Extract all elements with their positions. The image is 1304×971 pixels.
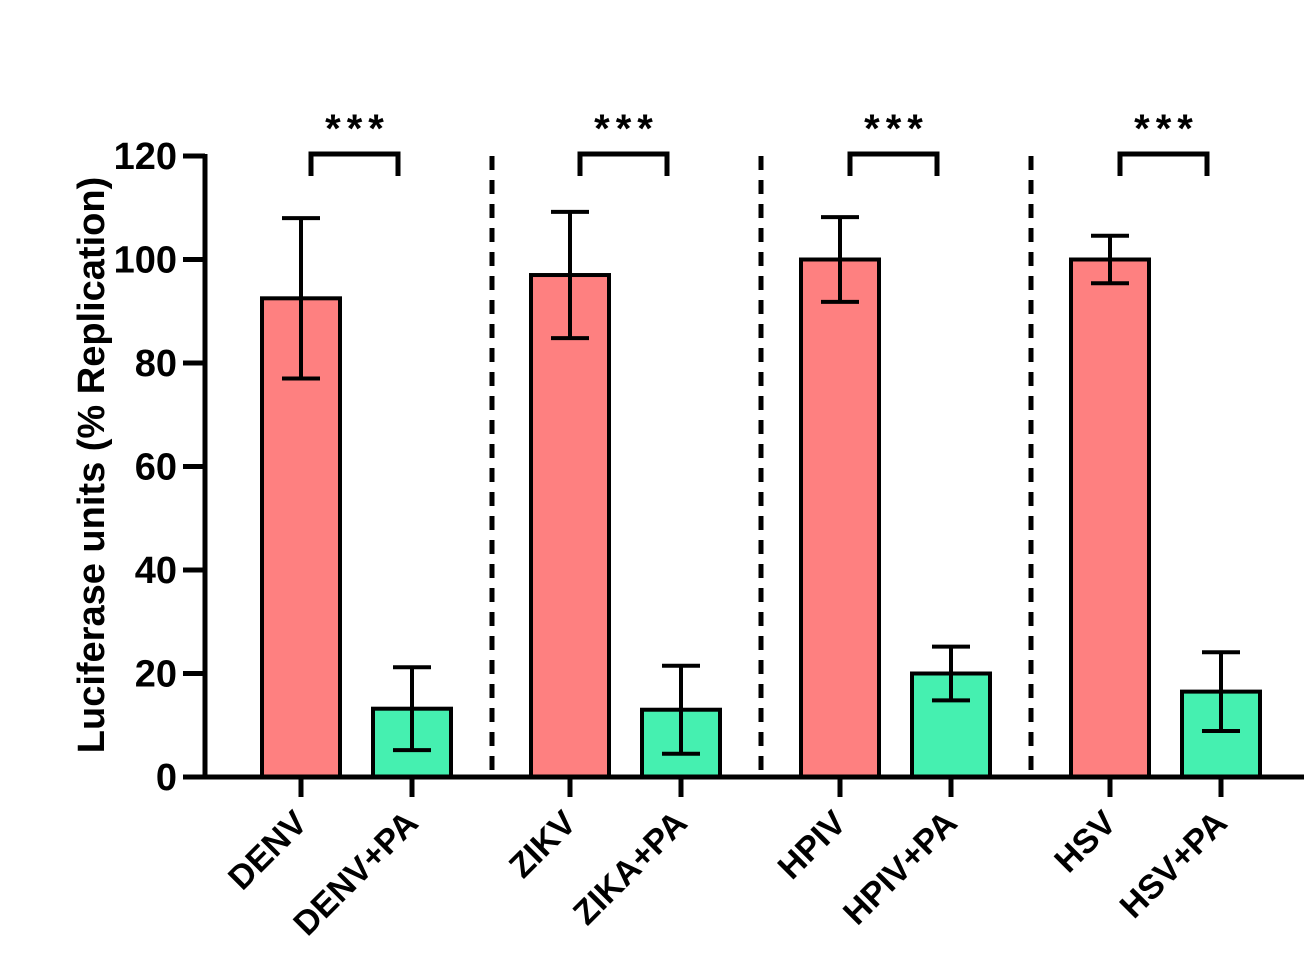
significance-bracket <box>1117 151 1210 176</box>
bar <box>799 257 881 779</box>
x-tick-label: HSV+PA <box>1113 804 1235 926</box>
x-tick-label: ZIKA+PA <box>566 804 695 933</box>
y-tick-label: 0 <box>156 757 177 799</box>
y-tick-label: 100 <box>114 240 177 282</box>
bar <box>1069 257 1151 779</box>
significance-label: *** <box>1134 107 1199 151</box>
y-tick-label: 40 <box>135 550 177 592</box>
significance-label: *** <box>594 107 659 151</box>
x-tick-label: DENV <box>221 804 315 898</box>
x-tick-label: ZIKV <box>502 804 584 886</box>
significance-label: *** <box>864 107 929 151</box>
x-tick-label: HSV <box>1047 804 1124 881</box>
significance-bracket <box>308 151 401 176</box>
x-tick-label: HPIV <box>771 804 854 887</box>
significance-bracket <box>847 151 940 176</box>
y-axis-title: Luciferase units (% Replication) <box>71 177 113 753</box>
y-tick-label: 60 <box>135 447 177 489</box>
y-tick-label: 80 <box>135 343 177 385</box>
significance-bracket <box>577 151 670 176</box>
y-tick-label: 120 <box>114 136 177 178</box>
significance-label: *** <box>325 107 390 151</box>
y-tick-label: 20 <box>135 654 177 696</box>
bar <box>529 273 611 779</box>
x-tick-label: HPIV+PA <box>836 804 965 933</box>
